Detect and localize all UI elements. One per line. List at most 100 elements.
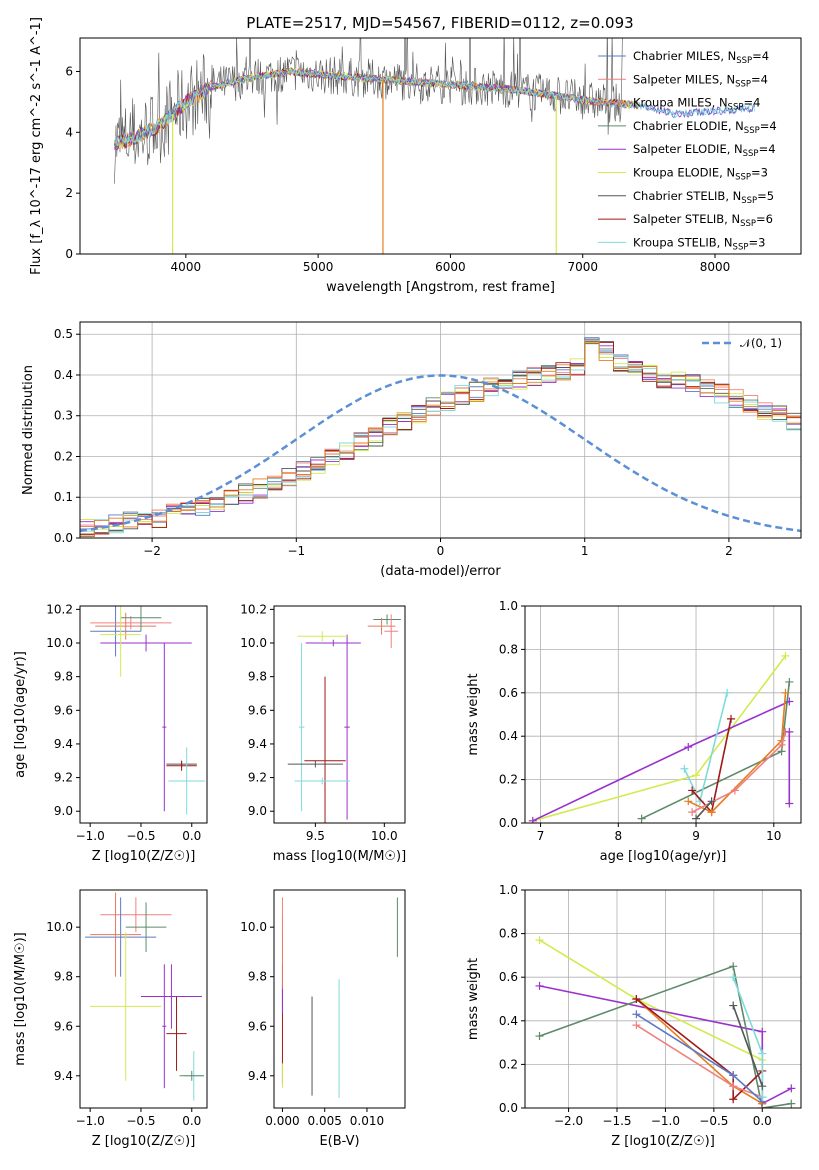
weight-marker xyxy=(781,651,790,660)
y-axis-label: Flux [f_λ 10^-17 erg cm^-2 s^-1 A^-1] xyxy=(29,17,44,275)
weight_vs_age-frame xyxy=(524,605,802,824)
weight-marker xyxy=(723,688,732,697)
y-tick-label: 0.4 xyxy=(499,1014,518,1028)
weight-line-chabrier_stelib xyxy=(695,800,713,820)
x-tick-label: 5000 xyxy=(303,260,334,274)
weight-line-kroupa_elodie xyxy=(532,655,787,822)
x-axis-label: Z [log10(Z/Z☉)] xyxy=(611,1134,715,1149)
weight-marker xyxy=(758,1082,767,1091)
weight-line-orange xyxy=(687,692,787,814)
x-axis-label: Z [log10(Z/Z☉)] xyxy=(92,849,196,864)
y-tick-label: 9.6 xyxy=(248,703,267,717)
y-tick-label: 1.0 xyxy=(499,599,518,613)
weight-marker xyxy=(729,1001,738,1010)
weight-marker xyxy=(680,764,689,773)
weight-line-kroupa_elodie xyxy=(539,939,763,1061)
y-tick-label: 9.6 xyxy=(248,1019,267,1033)
x-tick-label: 0 xyxy=(437,544,445,558)
weight-marker xyxy=(758,1027,767,1036)
y-tick-label: 10.0 xyxy=(46,636,73,650)
weight-marker xyxy=(535,936,544,945)
weight-marker xyxy=(637,814,646,823)
x-tick-label: 0.0 xyxy=(753,1114,772,1128)
x-tick-label: 2 xyxy=(725,544,733,558)
x-axis-label: Z [log10(Z/Z☉)] xyxy=(92,1134,196,1149)
weight-marker xyxy=(528,816,537,823)
y-tick-label: 2 xyxy=(65,186,73,200)
page-title: PLATE=2517, MJD=54567, FIBERID=0112, z=0… xyxy=(246,14,633,32)
weight-marker xyxy=(707,808,716,817)
weight-marker xyxy=(692,814,701,823)
weight-marker xyxy=(535,1032,544,1041)
weight-marker xyxy=(692,771,701,780)
weight-marker xyxy=(688,786,697,795)
x-tick-label: 9.5 xyxy=(306,829,325,843)
age_vs_Z-axes: −1.0 −0.5 0.0 9.0 9.2 9.4 9.6 9.8 10.0 10.2 Z [log… xyxy=(13,602,201,864)
legend-entry: Kroupa STELIB, NSSP=3 xyxy=(633,235,765,252)
x-tick-label: −1 xyxy=(287,544,305,558)
x-tick-label: 0.010 xyxy=(350,1114,384,1128)
y-tick-label: 10.2 xyxy=(240,602,267,616)
spectrum-axes: 4000 5000 6000 7000 8000 0 2 4 6 wavelength [Angs… xyxy=(29,17,730,295)
y-tick-label: 10.0 xyxy=(240,636,267,650)
y-tick-label: 0.4 xyxy=(499,729,518,743)
y-tick-label: 4 xyxy=(65,125,73,139)
y-tick-label: 9.2 xyxy=(248,771,267,785)
weight-marker xyxy=(785,799,794,808)
x-tick-label: 8 xyxy=(614,829,622,843)
legend-entry: Salpeter MILES, NSSP=4 xyxy=(633,72,768,89)
x-tick-label: −0.5 xyxy=(699,1114,728,1128)
mass_vs_EBV-points xyxy=(281,897,398,1099)
legend-entry: Chabrier MILES, NSSP=4 xyxy=(633,49,769,66)
legend-entry: Salpeter ELODIE, NSSP=4 xyxy=(633,142,776,159)
spectrum-line-chabrier_miles xyxy=(114,67,756,149)
y-tick-label: 0.8 xyxy=(499,927,518,941)
y-tick-label: 9.8 xyxy=(248,670,267,684)
y-tick-label: 0.2 xyxy=(54,449,73,463)
y-tick-label: 9.6 xyxy=(54,1019,73,1033)
legend-entry: Salpeter STELIB, NSSP=6 xyxy=(633,212,773,229)
x-tick-label: 10.0 xyxy=(371,829,398,843)
spectrum-line-chabrier_elodie xyxy=(114,68,639,151)
y-tick-label: 0.2 xyxy=(499,1057,518,1071)
y-axis-label: Normed distribution xyxy=(21,365,36,495)
weight-line-salpeter_elodie xyxy=(532,700,790,822)
weight-marker xyxy=(707,797,716,806)
y-tick-label: 9.4 xyxy=(248,1069,267,1083)
y-axis-label: mass [log10(M/M☉)] xyxy=(13,932,28,1065)
y-tick-label: 9.8 xyxy=(54,970,73,984)
weight-marker xyxy=(684,797,693,806)
residual-histograms xyxy=(80,337,801,537)
histogram-orange xyxy=(80,341,801,537)
y-axis-label: age [log10(age/yr)] xyxy=(13,651,28,778)
y-tick-label: 9.4 xyxy=(54,1069,73,1083)
y-tick-label: 10.0 xyxy=(46,920,73,934)
y-tick-label: 1.0 xyxy=(499,883,518,897)
y-tick-label: 6 xyxy=(65,64,73,78)
y-tick-label: 0.1 xyxy=(54,490,73,504)
weight_vs_age-axes: 7 8 9 10 0.0 0.2 0.4 0.6 0.8 1.0 age [log10(age/yr… xyxy=(466,599,801,864)
y-tick-label: 9.8 xyxy=(54,670,73,684)
x-tick-label: −2.0 xyxy=(554,1114,583,1128)
x-tick-label: 0.0 xyxy=(182,1114,201,1128)
y-tick-label: 0.0 xyxy=(54,531,73,545)
histogram-salpeter_stelib xyxy=(80,341,801,535)
weight_vs_Z-frame xyxy=(524,889,802,1109)
x-axis-label: wavelength [Angstrom, rest frame] xyxy=(326,280,555,295)
y-tick-label: 9.2 xyxy=(54,771,73,785)
x-tick-label: 8000 xyxy=(700,260,731,274)
y-tick-label: 0 xyxy=(65,247,73,261)
residuals-legend: 𝒩(0, 1) xyxy=(702,336,782,350)
y-tick-label: 0.0 xyxy=(499,816,518,830)
x-axis-label: mass [log10(M/M☉)] xyxy=(273,849,406,864)
y-tick-label: 0.8 xyxy=(499,642,518,656)
weight-marker xyxy=(729,1071,738,1080)
weight-marker xyxy=(785,677,794,686)
x-tick-label: −1.0 xyxy=(76,1114,105,1128)
x-tick-label: 0.005 xyxy=(308,1114,342,1128)
x-tick-label: 4000 xyxy=(171,260,202,274)
legend-entry: Kroupa ELODIE, NSSP=3 xyxy=(633,166,768,183)
weight-marker xyxy=(688,808,697,817)
residuals-frame xyxy=(79,321,802,539)
